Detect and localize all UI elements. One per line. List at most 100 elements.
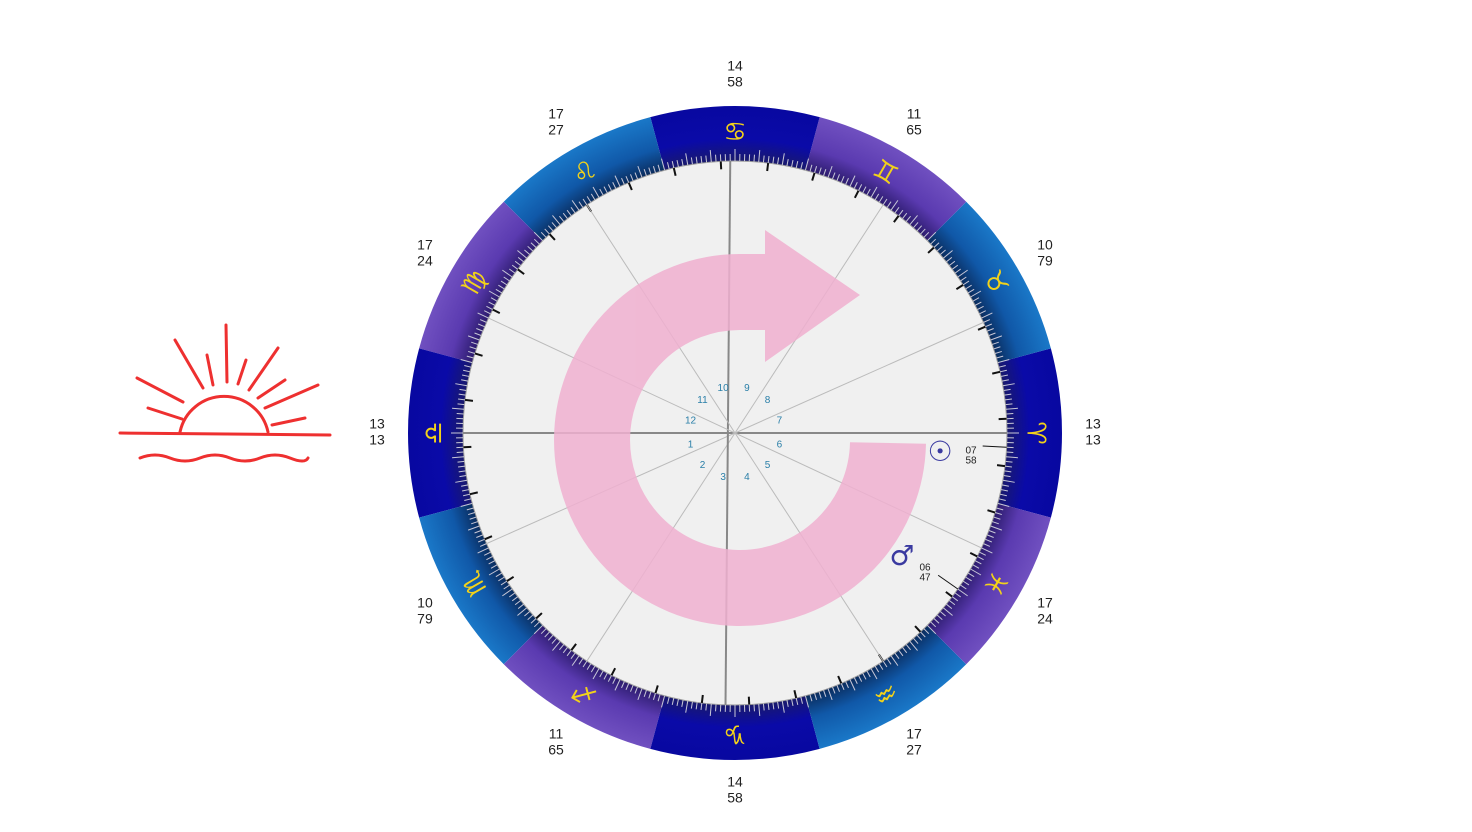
degree-tick: [777, 157, 780, 165]
degree-tick: [800, 696, 803, 704]
major-tick: [492, 308, 501, 315]
house-number: 9: [744, 383, 750, 394]
degree-tick: [999, 493, 1007, 497]
degree-tick: [894, 652, 900, 660]
degree-tick: [488, 290, 500, 298]
cusp-minute: 79: [1037, 253, 1053, 269]
degree-tick: [849, 679, 856, 691]
degree-tick: [933, 242, 940, 248]
degree-tick: [1005, 407, 1018, 410]
degree-tick: [571, 655, 580, 666]
degree-tick: [898, 209, 904, 217]
sign-segment: [997, 348, 1063, 518]
sign-segment: [408, 348, 473, 518]
degree-tick: [998, 365, 1006, 368]
degree-tick: [777, 701, 780, 709]
sign-segment: [650, 695, 820, 760]
degree-tick: [463, 369, 471, 373]
degree-tick: [905, 215, 911, 222]
degree-tick: [484, 551, 491, 556]
degree-tick: [994, 350, 1002, 354]
degree-tick: [467, 525, 480, 531]
degree-tick: [463, 493, 471, 497]
cusp-degree: 13: [1085, 416, 1101, 432]
degree-tick: [853, 182, 858, 189]
degree-tick: [648, 167, 652, 175]
degree-tick: [578, 658, 584, 665]
degree-tick: [469, 516, 477, 520]
cusp-degree: 17: [1037, 595, 1053, 611]
cusp-degree: 14: [727, 774, 743, 790]
degree-tick: [517, 603, 524, 609]
degree-tick: [514, 260, 521, 266]
house-number: 11: [697, 395, 708, 406]
degree-tick: [614, 175, 621, 187]
degree-tick: [970, 568, 982, 576]
degree-tick: [467, 335, 480, 341]
degree-tick: [977, 305, 984, 310]
degree-tick: [709, 150, 712, 163]
degree-tick: [990, 335, 1003, 341]
degree-tick: [862, 186, 867, 194]
degree-tick: [878, 196, 884, 203]
degree-tick: [823, 690, 827, 697]
degree-tick: [992, 521, 999, 525]
degree-tick: [590, 665, 596, 673]
arrow-head: [765, 230, 860, 362]
degree-tick: [870, 186, 878, 198]
degree-tick: [634, 686, 638, 694]
degree-tick: [974, 560, 982, 565]
degree-tick: [461, 489, 470, 492]
degree-tick: [1005, 403, 1013, 406]
degree-tick: [1005, 456, 1018, 459]
sign-segment: [419, 503, 543, 665]
degree-tick: [962, 580, 970, 586]
degree-tick: [455, 383, 468, 387]
degree-tick: [461, 379, 469, 382]
cusp-minute: 58: [727, 74, 743, 90]
sign-segment: [805, 117, 967, 241]
degree-tick: [700, 702, 703, 710]
degree-tick: [484, 310, 491, 315]
degree-tick: [878, 663, 884, 670]
degree-tick: [858, 675, 863, 682]
major-tick: [464, 398, 474, 402]
degree-tick: [1002, 383, 1015, 387]
major-tick: [837, 675, 843, 684]
degree-tick: [586, 663, 592, 670]
degree-tick: [637, 688, 643, 701]
degree-tick: [508, 592, 516, 598]
degree-tick: [495, 288, 503, 294]
major-tick: [469, 491, 478, 496]
degree-tick: [809, 694, 813, 702]
degree-tick: [987, 534, 994, 538]
degree-tick: [909, 215, 918, 225]
degree-tick: [685, 700, 689, 713]
degree-tick: [1002, 479, 1015, 483]
major-tick: [517, 268, 525, 275]
degree-tick: [547, 225, 554, 232]
degree-tick: [981, 312, 993, 319]
cusp-minute: 58: [727, 790, 743, 806]
degree-tick: [637, 165, 643, 178]
degree-tick: [603, 672, 608, 680]
degree-tick: [524, 611, 531, 617]
major-tick: [945, 591, 953, 598]
major-tick: [627, 182, 633, 191]
degree-tick: [791, 698, 794, 707]
degree-tick: [874, 665, 880, 673]
degree-tick: [503, 276, 510, 282]
degree-tick: [630, 685, 634, 692]
degree-tick: [671, 161, 675, 169]
degree-tick: [902, 212, 908, 219]
degree-tick: [643, 169, 647, 176]
degree-tick: [612, 182, 617, 189]
sign-segment: [503, 625, 665, 749]
degree-tick: [464, 498, 472, 501]
cusp-degree: 11: [907, 106, 922, 122]
degree-tick: [800, 162, 803, 170]
degree-tick: [1004, 393, 1012, 396]
degree-tick: [458, 398, 466, 401]
degree-tick: [772, 702, 775, 710]
house-number: 3: [720, 472, 726, 483]
